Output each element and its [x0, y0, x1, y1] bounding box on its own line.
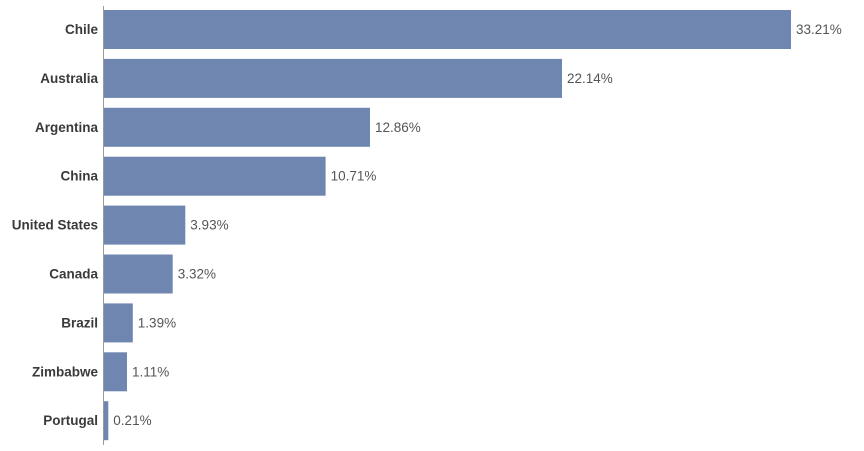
category-label-argentina: Argentina: [35, 120, 98, 135]
category-label-china: China: [60, 169, 98, 184]
bar-australia: [104, 58, 562, 98]
value-label-brazil: 1.39%: [138, 315, 176, 330]
value-labels: 33.21% 22.14% 12.86% 10.71% 3.93% 3.32% 1.39% 1…: [113, 22, 841, 428]
bar-chile: [104, 10, 791, 49]
bar-canada: [104, 254, 173, 294]
value-label-zimbabwe: 1.11%: [132, 364, 169, 379]
value-label-canada: 3.32%: [178, 267, 216, 282]
value-label-united-states: 3.93%: [190, 218, 228, 233]
bar-argentina: [104, 107, 370, 147]
value-label-chile: 33.21%: [796, 22, 842, 37]
category-label-united-states: United States: [12, 218, 98, 233]
category-label-brazil: Brazil: [61, 315, 98, 330]
category-label-portugal: Portugal: [43, 413, 98, 428]
bar-zimbabwe: [104, 352, 127, 392]
bar-portugal: [104, 401, 109, 441]
category-label-chile: Chile: [65, 22, 98, 37]
value-label-portugal: 0.21%: [113, 413, 151, 428]
category-label-australia: Australia: [40, 71, 98, 86]
value-label-australia: 22.14%: [567, 71, 613, 86]
category-label-canada: Canada: [49, 267, 98, 282]
bar-brazil: [104, 303, 133, 343]
category-labels: Chile Australia Argentina China United State…: [12, 22, 99, 428]
bars-group: [104, 10, 791, 441]
bar-united-states: [104, 205, 186, 245]
value-label-argentina: 12.86%: [375, 120, 421, 135]
value-label-china: 10.71%: [331, 169, 377, 184]
category-label-zimbabwe: Zimbabwe: [32, 364, 99, 379]
bar-china: [104, 156, 326, 196]
